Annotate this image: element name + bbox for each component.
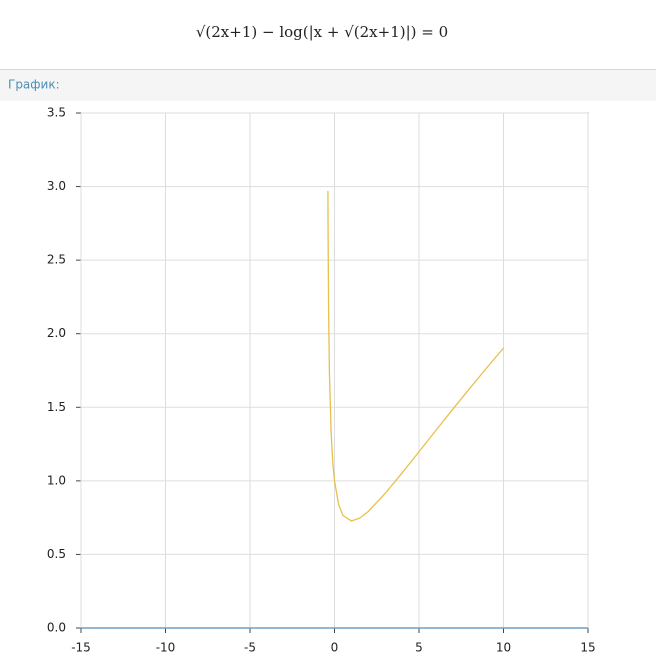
x-tick-label: -5	[244, 641, 256, 655]
x-tick-label: 10	[496, 641, 511, 655]
y-tick-label: 0.5	[47, 547, 66, 561]
x-tick-label: 15	[580, 641, 595, 655]
y-tick-label: 0.0	[47, 621, 66, 635]
x-tick-label: -15	[71, 641, 91, 655]
x-tick-label: 5	[415, 641, 423, 655]
y-tick-label: 3.5	[47, 106, 66, 120]
x-tick-label: 0	[331, 641, 339, 655]
x-tick-label: -10	[156, 641, 176, 655]
data-line	[327, 190, 504, 522]
equation: √(2x+1) − log(|x + √(2x+1)|) = 0	[196, 23, 448, 41]
y-tick-label: 1.0	[47, 473, 66, 487]
section-band	[0, 69, 656, 101]
y-tick-label: 2.0	[47, 326, 66, 340]
y-tick-label: 1.5	[47, 400, 66, 414]
y-tick-label: 2.5	[47, 253, 66, 267]
section-label: График:	[8, 78, 60, 92]
y-tick-label: 3.0	[47, 179, 66, 193]
